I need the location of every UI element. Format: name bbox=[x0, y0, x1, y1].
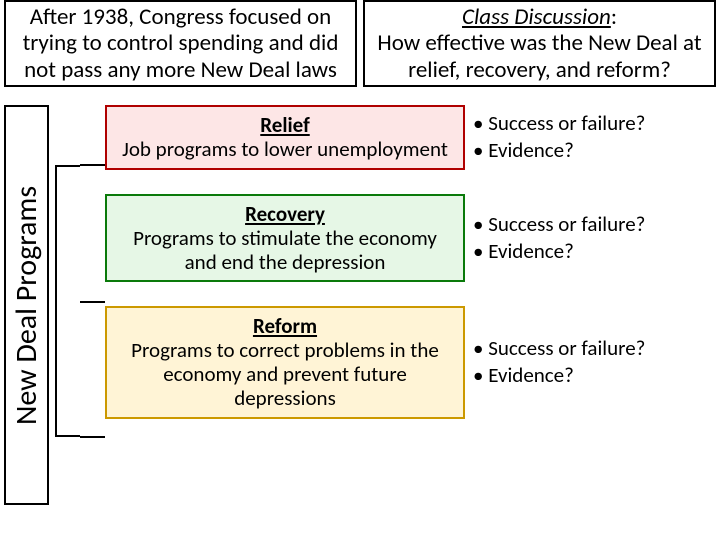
bullet-text: Evidence? bbox=[473, 238, 716, 265]
relief-title: Relief bbox=[117, 113, 453, 137]
program-row: Reform Programs to correct problems in t… bbox=[105, 306, 716, 419]
bullet-text: Evidence? bbox=[473, 362, 716, 389]
program-rows: Relief Job programs to lower unemploymen… bbox=[105, 105, 716, 505]
main-area: New Deal Programs Relief Job programs to… bbox=[0, 105, 720, 505]
program-row: Relief Job programs to lower unemploymen… bbox=[105, 105, 716, 169]
context-text: After 1938, Congress focused on trying t… bbox=[23, 3, 339, 84]
connector-stub-3 bbox=[80, 436, 105, 438]
discussion-box: Class Discussion: How effective was the … bbox=[363, 0, 716, 87]
relief-box: Relief Job programs to lower unemploymen… bbox=[105, 105, 465, 169]
recovery-bullets: Success or failure? Evidence? bbox=[473, 211, 716, 266]
top-row: After 1938, Congress focused on trying t… bbox=[0, 0, 720, 87]
relief-bullets: Success or failure? Evidence? bbox=[473, 110, 716, 165]
relief-body: Job programs to lower unemployment bbox=[122, 136, 448, 162]
bullet-text: Evidence? bbox=[473, 137, 716, 164]
discussion-title: Class Discussion bbox=[462, 3, 611, 31]
bullet-text: Success or failure? bbox=[473, 211, 716, 238]
reform-bullets: Success or failure? Evidence? bbox=[473, 335, 716, 390]
vertical-label-text: New Deal Programs bbox=[8, 186, 45, 425]
context-box: After 1938, Congress focused on trying t… bbox=[4, 0, 357, 87]
connector-stub-2 bbox=[80, 301, 105, 303]
recovery-body: Programs to stimulate the economy and en… bbox=[133, 225, 437, 275]
discussion-colon: : bbox=[611, 3, 617, 31]
reform-box: Reform Programs to correct problems in t… bbox=[105, 306, 465, 419]
vertical-label: New Deal Programs bbox=[4, 105, 49, 505]
bullet-text: Success or failure? bbox=[473, 335, 716, 362]
bullet-text: Success or failure? bbox=[473, 110, 716, 137]
discussion-body: How effective was the New Deal at relief… bbox=[377, 29, 701, 83]
program-row: Recovery Programs to stimulate the econo… bbox=[105, 194, 716, 282]
recovery-title: Recovery bbox=[117, 202, 453, 226]
reform-body: Programs to correct problems in the econ… bbox=[131, 337, 439, 411]
recovery-box: Recovery Programs to stimulate the econo… bbox=[105, 194, 465, 282]
connector-stub-1 bbox=[80, 164, 105, 166]
connectors bbox=[55, 105, 105, 505]
reform-title: Reform bbox=[117, 314, 453, 338]
connector-bracket bbox=[55, 165, 80, 437]
